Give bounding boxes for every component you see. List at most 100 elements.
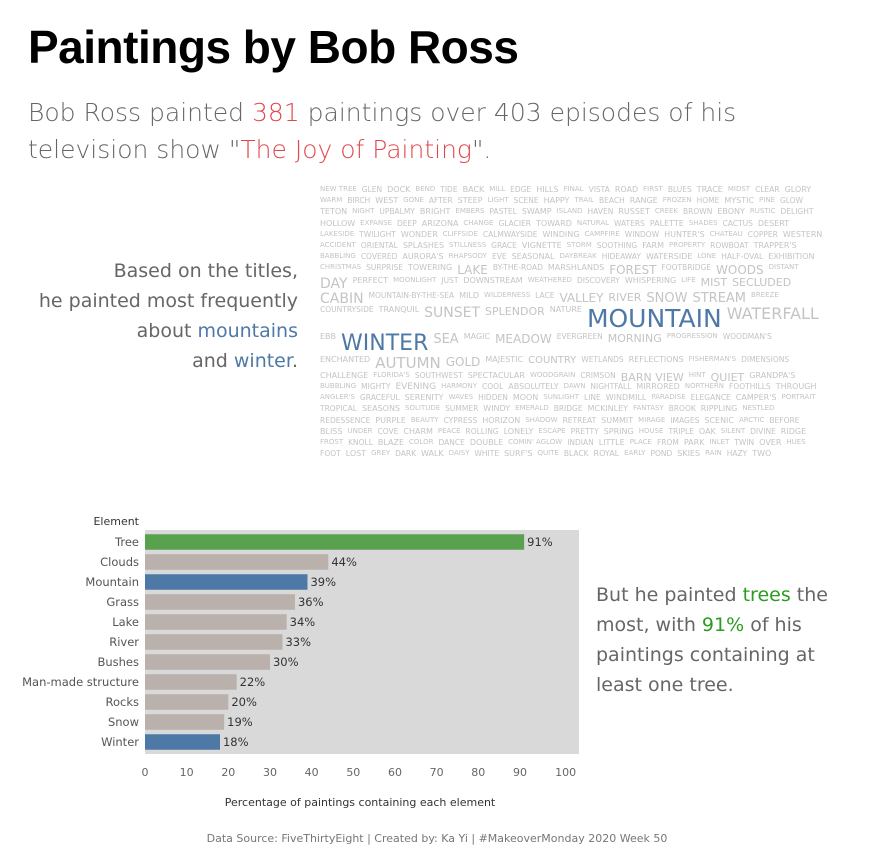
cloud-word: COOL	[482, 382, 504, 392]
cloud-word: BIRCH	[347, 196, 371, 206]
cloud-word: WATERFALL	[726, 304, 819, 324]
category-label: Lake	[112, 615, 139, 629]
x-tick-label: 90	[513, 766, 527, 779]
cloud-word: COUNTRY	[528, 354, 577, 366]
value-label: 18%	[223, 735, 249, 749]
cloud-word: DIMENSIONS	[741, 354, 790, 364]
cloud-word: WETLANDS	[581, 354, 624, 364]
cloud-word: BREEZE	[751, 290, 779, 299]
cloud-word: BROOK	[668, 404, 696, 414]
cloud-word: JUST	[441, 276, 459, 285]
value-label: 19%	[227, 715, 253, 729]
cloud-word: BLACK	[563, 449, 589, 459]
bar	[145, 554, 329, 570]
x-axis-title: Percentage of paintings containing each …	[225, 796, 496, 808]
cloud-word: CHATEAU	[709, 229, 743, 238]
category-label: Mountain	[85, 575, 139, 589]
cloud-word: BRIGHT	[419, 207, 451, 217]
cloud-word: PASTEL	[489, 207, 517, 217]
cloud-word: PARADISE	[651, 393, 686, 402]
cloud-word: GLEN	[361, 186, 383, 194]
cloud-word: COVE	[377, 426, 399, 436]
mountains-highlight: mountains	[197, 320, 298, 342]
cloud-word: SUMMER	[445, 404, 479, 414]
cloud-word: FIRST	[643, 186, 663, 193]
cloud-word: COVERED	[360, 252, 398, 262]
cloud-word: SPECTACULAR	[467, 370, 525, 380]
cloud-word: RUSTIC	[749, 207, 776, 216]
cloud-word: HORIZON	[482, 415, 521, 425]
cloud-word: ROWBOAT	[710, 241, 749, 250]
cloud-word: PRETTY	[570, 426, 599, 436]
cloud-word: WATERS	[614, 218, 645, 228]
cloud-word: CRIMSON	[580, 370, 616, 380]
cloud-word: ORIENTAL	[360, 241, 398, 250]
cloud-word: WHITE	[474, 449, 500, 459]
cloud-word: WOODS	[716, 263, 764, 278]
cloud-word: KNOLL	[348, 438, 373, 448]
tree-percent-highlight: 91%	[701, 614, 745, 636]
category-axis-title: Element	[93, 515, 139, 528]
cloud-word: SWAMP	[521, 207, 552, 217]
cloud-word: OVER	[759, 438, 782, 448]
bar	[145, 614, 287, 630]
cloud-word: HIDDEN	[478, 393, 508, 403]
cloud-word: CLEAR	[755, 186, 780, 194]
note-text: .	[291, 350, 298, 372]
cloud-word: EARLY	[624, 449, 646, 458]
cloud-word: GLACIER	[498, 218, 532, 228]
category-label: Man-made structure	[22, 675, 139, 689]
note-text: But he painted	[596, 584, 743, 606]
cloud-word: GLORY	[784, 186, 812, 194]
cloud-word: MIST	[700, 276, 728, 289]
cloud-word: HAPPY	[543, 196, 570, 206]
cloud-word: DOWNSTREAM	[463, 276, 523, 285]
cloud-word: RETREAT	[562, 415, 597, 425]
cloud-word: HIDEAWAY	[601, 252, 641, 262]
cloud-word: CHALLENGE	[320, 370, 369, 380]
show-name: The Joy of Painting	[240, 135, 472, 164]
element-bar-chart: Element Tree 91% Clouds 44% Mountain 39% Grass 3…	[22, 515, 579, 808]
cloud-word: PROGRESSION	[666, 331, 718, 340]
cloud-word: INLET	[709, 438, 730, 447]
cloud-word: WALK	[421, 449, 444, 459]
cloud-word: MOONLIGHT	[393, 276, 437, 284]
cloud-word: CAMPFIRE	[584, 229, 620, 238]
cloud-word: WOODMAN'S	[722, 331, 772, 341]
cloud-word: WATERSIDE	[645, 252, 693, 262]
cloud-word: ROYAL	[593, 449, 620, 459]
cloud-word: NESTLED	[742, 404, 775, 413]
cloud-word: FROZEN	[662, 196, 692, 205]
value-label: 39%	[310, 575, 336, 589]
bar	[145, 534, 525, 550]
cloud-word: PROPERTY	[668, 241, 706, 249]
value-label: 36%	[298, 595, 324, 609]
cloud-word: CAMPER'S	[735, 393, 777, 403]
cloud-word: WARM	[320, 196, 343, 205]
x-tick-label: 30	[263, 766, 277, 779]
cloud-word: RUSSET	[618, 207, 650, 217]
note-text: of his paintings containing at least one…	[596, 614, 815, 696]
cloud-word: CHARM	[403, 426, 433, 436]
cloud-word: ESCAPE	[538, 426, 566, 435]
cloud-word: NATURE	[549, 305, 582, 315]
cloud-word: LONE	[697, 252, 717, 261]
footer-credits: Data Source: FiveThirtyEight | Created b…	[206, 832, 668, 845]
cloud-word: PERFECT	[352, 276, 389, 285]
cloud-word: TOWERING	[407, 263, 453, 273]
cloud-word: TRIPLE	[668, 426, 694, 436]
cloud-word: GRANDPA'S	[749, 370, 796, 380]
subtitle: Bob Ross painted 381 paintings over 403 …	[28, 94, 828, 168]
cloud-word: ENCHANTED	[320, 354, 371, 364]
value-label: 34%	[290, 615, 316, 629]
cloud-word: HOME	[696, 196, 720, 206]
cloud-word: ANGLER'S	[320, 393, 356, 402]
cloud-word: SOUTHWEST	[414, 370, 463, 380]
cloud-word: WINDMILL	[605, 393, 647, 403]
cloud-word: SECLUDED	[732, 276, 792, 289]
trees-highlight: trees	[742, 584, 791, 606]
cloud-word: DAWN	[563, 382, 586, 391]
cloud-word: WOODGRAIN	[529, 370, 576, 379]
cloud-word: FOOTHILLS	[729, 382, 771, 392]
cloud-word: TWO	[752, 449, 772, 459]
